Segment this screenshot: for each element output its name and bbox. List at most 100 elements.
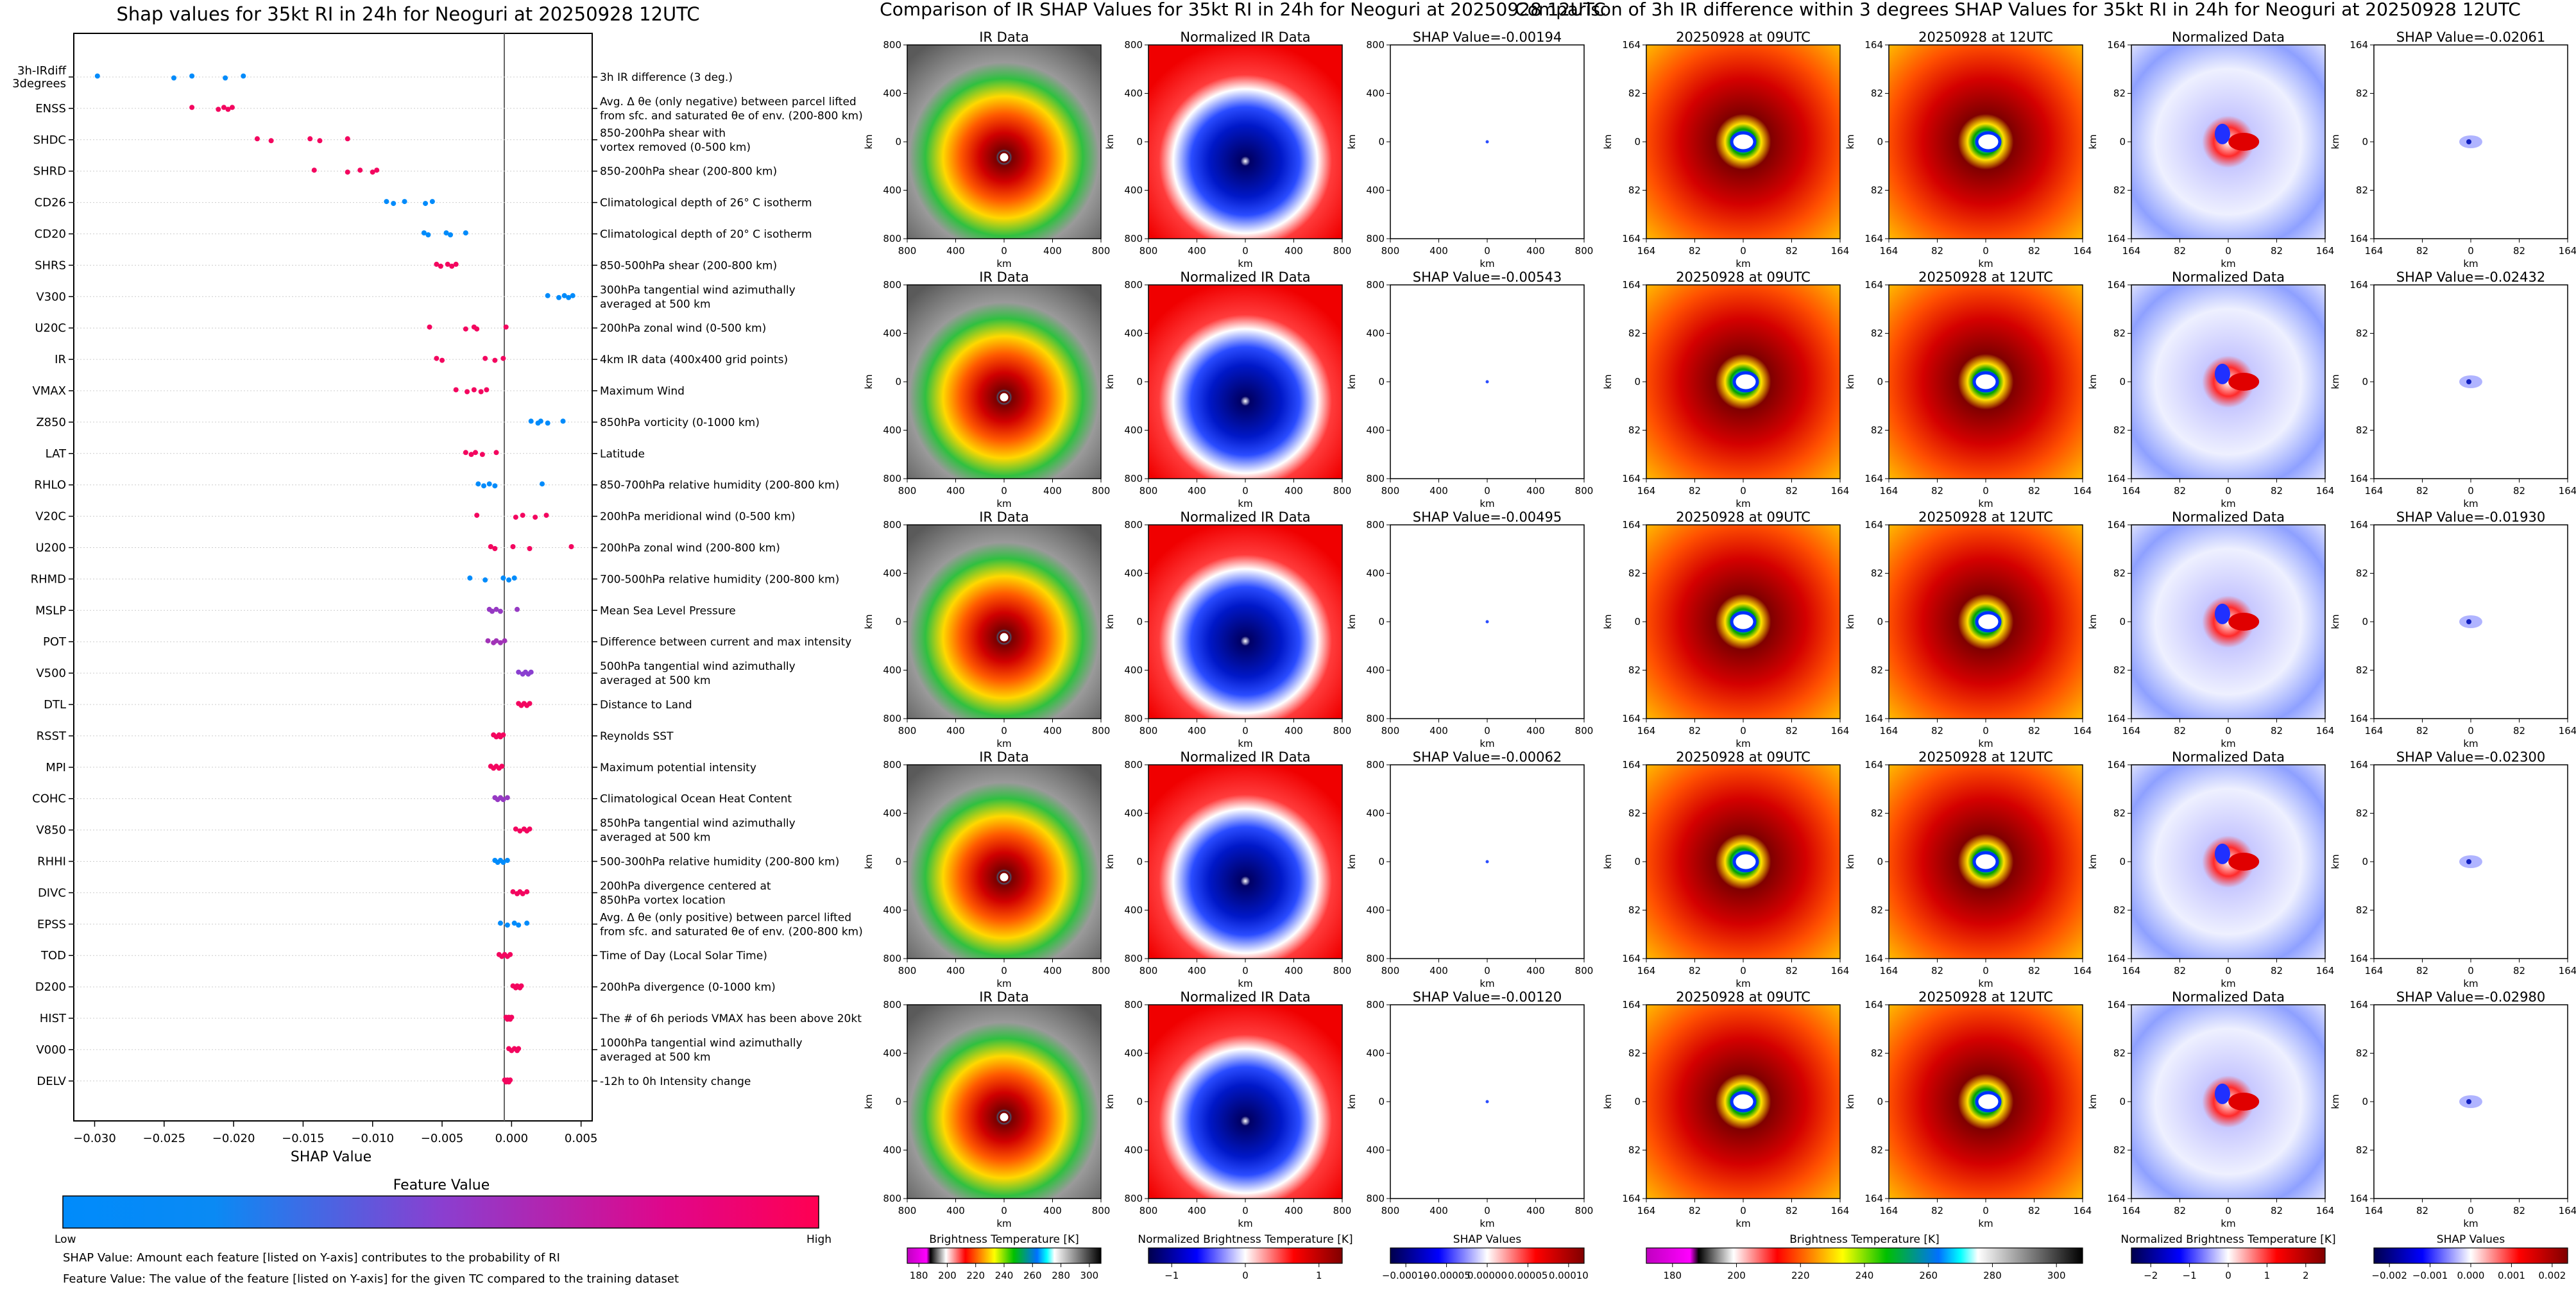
colorbar-tick-label: 220 <box>1791 1270 1810 1281</box>
map-xtick-label: 800 <box>1575 965 1594 977</box>
feature-code-label: LAT <box>46 447 67 461</box>
map-ytick-label: 164 <box>1622 519 1641 531</box>
feature-desc-label: 300hPa tangential wind azimuthally <box>600 284 796 296</box>
map-xtick-label: 400 <box>1526 245 1545 257</box>
map-xaxis-label: km <box>1238 1218 1252 1229</box>
map-ytick-label: 82 <box>1628 905 1641 916</box>
map-xtick-label: 0 <box>1740 1205 1746 1216</box>
shap-dot <box>474 326 480 332</box>
map-xtick-label: 400 <box>1284 965 1303 977</box>
shap-dot <box>421 230 427 235</box>
storm-eye <box>1732 851 1759 873</box>
map-ytick-label: 164 <box>2107 279 2126 291</box>
map-xaxis-label: km <box>2463 258 2478 269</box>
map-xaxis-label: km <box>1238 258 1252 269</box>
shap-dot <box>216 107 221 112</box>
map-xtick-label: 164 <box>1880 725 1898 737</box>
feature-desc-label: averaged at 500 km <box>600 832 711 844</box>
colorbar-tick-label: −0.00005 <box>1422 1270 1471 1281</box>
map-ytick-label: 82 <box>1628 1048 1641 1059</box>
colorbar-tick-label: 240 <box>1855 1270 1874 1281</box>
map-ytick-label: 82 <box>2356 88 2368 99</box>
map-panel-zshap: SHAP Value=-0.02300164164828200828216416… <box>2330 749 2576 989</box>
map-xtick-label: 400 <box>946 1205 965 1216</box>
map-panel-title: 20250928 at 12UTC <box>1918 509 2053 525</box>
feature-desc-label: Reynolds SST <box>600 730 674 743</box>
storm-eye <box>998 871 1011 884</box>
map-xtick-label: 82 <box>2028 245 2040 257</box>
map-xtick-label: 400 <box>1429 725 1448 737</box>
feature-desc-label: 850-200hPa shear (200-800 km) <box>600 166 777 178</box>
map-xtick-label: 164 <box>2074 965 2092 977</box>
map-xtick-label: 400 <box>1043 485 1062 497</box>
map-ytick-label: 82 <box>1628 88 1641 99</box>
shap-map-center <box>1485 620 1489 624</box>
map-xtick-label: 82 <box>2271 485 2283 497</box>
feature-code-label: 3degrees <box>12 77 66 90</box>
map-xtick-label: 0 <box>1001 965 1007 977</box>
map-xtick-label: 0 <box>1983 965 1989 977</box>
map-xtick-label: 400 <box>1188 1205 1206 1216</box>
map-ytick-label: 82 <box>1871 88 1883 99</box>
map-panel-zoom: 20250928 at 09UTC1641648282008282164164k… <box>1602 749 1849 989</box>
map-ytick-label: 82 <box>1871 328 1883 339</box>
feature-code-label: SHRD <box>33 165 66 178</box>
map-panel-title: SHAP Value=-0.01930 <box>2396 509 2546 525</box>
feature-code-label: VMAX <box>33 384 67 398</box>
map-ytick-label: 164 <box>2107 713 2126 724</box>
colorbar-tick-label: −1 <box>1164 1270 1179 1281</box>
shap-dot <box>528 669 534 675</box>
map-ytick-label: 82 <box>2356 808 2368 819</box>
feature-desc-label: 200hPa zonal wind (0-500 km) <box>600 322 766 335</box>
cold-anomaly <box>2214 843 2230 864</box>
map-ytick-label: 0 <box>2362 376 2368 388</box>
map-yaxis-label: km <box>1602 1094 1614 1109</box>
map-panel-nir: Normalized IR Data8008004004000040040080… <box>1104 749 1351 989</box>
colorbar-tick-label: 0 <box>2225 1270 2231 1281</box>
map-xtick-label: 800 <box>898 1205 917 1216</box>
colorbar-tick-label: 180 <box>1663 1270 1682 1281</box>
map-panel-title: 20250928 at 12UTC <box>1918 989 2053 1005</box>
colorbar-tick-label: 0.00000 <box>1467 1270 1507 1281</box>
colorbar: SHAP Values −0.002 −0.001 0.000 0.001 0.002 <box>2371 1233 2568 1281</box>
map-xtick-label: 82 <box>1786 965 1798 977</box>
shap-dot <box>486 481 492 487</box>
map-xaxis-label: km <box>996 738 1011 749</box>
shap-dot <box>498 640 504 645</box>
map-ytick-label: 0 <box>2119 136 2126 148</box>
map-xtick-label: 164 <box>1831 485 1850 497</box>
shap-dot <box>492 483 498 489</box>
map-ytick-label: 82 <box>2356 1048 2368 1059</box>
map-xtick-label: 400 <box>1188 485 1206 497</box>
map-xtick-label: 0 <box>2468 965 2474 977</box>
map-xtick-label: 800 <box>1575 1205 1594 1216</box>
map-xtick-label: 0 <box>2225 245 2231 257</box>
map-xtick-label: 164 <box>2316 485 2335 497</box>
map-yaxis-label: km <box>863 1094 874 1109</box>
map-panel-shap: SHAP Value=-0.00194800800400400004004008… <box>1346 30 1593 269</box>
shap-dot <box>500 355 506 361</box>
map-ytick-label: 400 <box>1124 328 1143 339</box>
map-xtick-label: 82 <box>2271 965 2283 977</box>
shap-xtick-label: −0.015 <box>282 1132 325 1145</box>
feature-code-label: COHC <box>32 792 66 806</box>
map-panel-title: 20250928 at 12UTC <box>1918 30 2053 45</box>
map-ytick-label: 164 <box>2107 953 2126 964</box>
colorbar-tick-label: 280 <box>1052 1270 1070 1281</box>
map-ytick-label: 800 <box>883 953 901 964</box>
map-xtick-label: 0 <box>1740 725 1746 737</box>
map-ytick-label: 400 <box>1124 425 1143 436</box>
map-xtick-label: 82 <box>1931 965 1943 977</box>
colorbar-tick-label: 200 <box>1727 1270 1746 1281</box>
map-xtick-label: 800 <box>898 485 917 497</box>
map-xtick-label: 0 <box>1484 725 1490 737</box>
shap-footnote-1: SHAP Value: Amount each feature [listed … <box>63 1251 560 1265</box>
map-xtick-label: 0 <box>1242 245 1249 257</box>
map-xtick-label: 82 <box>2174 965 2186 977</box>
colorbar-tick-label: 240 <box>995 1270 1014 1281</box>
colorbar-tick-label: 0.001 <box>2498 1270 2525 1281</box>
map-xtick-label: 400 <box>946 725 965 737</box>
map-panel-nir: Normalized IR Data8008004004000040040080… <box>1104 30 1351 269</box>
shap-footnote-2: Feature Value: The value of the feature … <box>63 1272 679 1286</box>
shap-dot <box>429 199 435 205</box>
